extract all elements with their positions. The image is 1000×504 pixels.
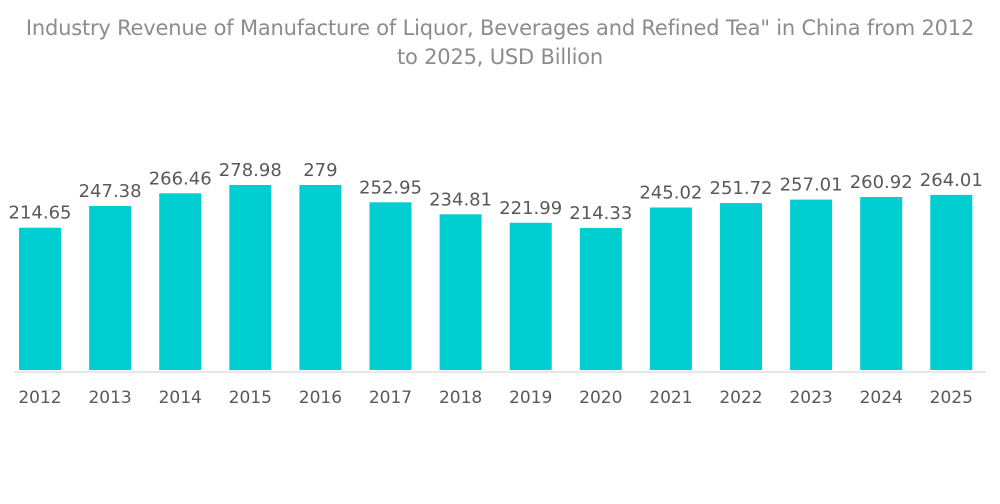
bar-2021 (649, 207, 692, 370)
chart-title: Industry Revenue of Manufacture of Liquo… (0, 14, 1000, 72)
value-label-2025: 264.01 (920, 170, 983, 191)
value-label-2022: 251.72 (710, 178, 773, 199)
x-tick-label-2021: 2021 (649, 388, 692, 408)
bar-2014 (159, 193, 202, 370)
value-label-2019: 221.99 (499, 198, 562, 219)
value-labels-layer: 214.65 247.38 266.46 278.98 279 252.95 234.81 2… (9, 160, 983, 224)
bar-2015 (229, 185, 272, 370)
x-tick-label-2025: 2025 (930, 388, 973, 408)
x-tick-label-2019: 2019 (509, 388, 552, 408)
bar-2023 (790, 199, 833, 370)
x-tick-label-2016: 2016 (299, 388, 342, 408)
x-tick-label-2020: 2020 (579, 388, 622, 408)
value-label-2015: 278.98 (219, 160, 282, 181)
chart-title-line-1: Industry Revenue of Manufacture of Liquo… (25, 16, 975, 40)
value-label-2024: 260.92 (850, 172, 913, 193)
chart-title-line-2: to 2025, USD Billion (396, 45, 603, 69)
value-label-2023: 257.01 (780, 175, 843, 196)
x-tick-label-2012: 2012 (18, 388, 61, 408)
x-tick-label-2024: 2024 (860, 388, 903, 408)
x-tick-label-2015: 2015 (229, 388, 272, 408)
bar-2025 (930, 194, 973, 370)
value-label-2020: 214.33 (569, 203, 632, 224)
bar-2013 (89, 206, 132, 370)
value-label-2012: 214.65 (9, 203, 72, 224)
bar-2016 (299, 185, 342, 370)
bar-2020 (579, 227, 622, 370)
value-label-2021: 245.02 (639, 183, 702, 204)
value-label-2013: 247.38 (79, 181, 142, 202)
x-tick-label-2022: 2022 (719, 388, 762, 408)
x-tick-label-2023: 2023 (789, 388, 832, 408)
x-tick-label-2017: 2017 (369, 388, 412, 408)
x-tick-label-2014: 2014 (159, 388, 202, 408)
bar-2024 (860, 197, 903, 370)
bar-2017 (369, 202, 412, 370)
bar-2019 (509, 222, 552, 370)
x-tick-label-2018: 2018 (439, 388, 482, 408)
value-label-2018: 234.81 (429, 189, 492, 210)
bars-layer (19, 185, 973, 370)
bar-2022 (720, 203, 762, 370)
value-label-2014: 266.46 (149, 168, 212, 189)
value-label-2016: 279 (303, 160, 337, 181)
value-label-2017: 252.95 (359, 177, 422, 198)
bar-2018 (439, 214, 482, 370)
x-tick-labels-layer: 2012 2013 2014 2015 2016 2017 2018 2019 2020 2021… (18, 388, 973, 408)
bar-2012 (19, 227, 61, 370)
x-tick-label-2013: 2013 (88, 388, 131, 408)
